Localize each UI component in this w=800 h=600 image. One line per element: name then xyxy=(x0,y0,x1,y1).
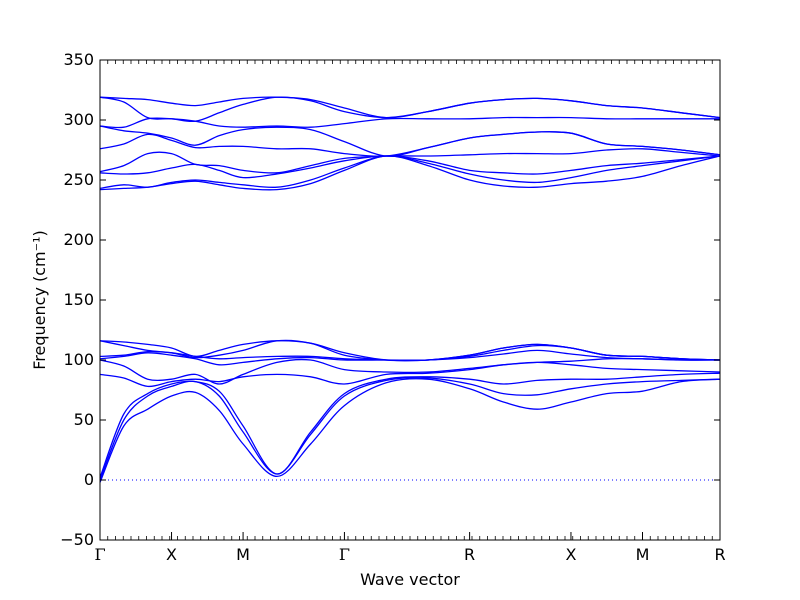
phonon-band-15 xyxy=(99,125,721,157)
y-tick-label: 150 xyxy=(63,290,94,309)
phonon-band-12 xyxy=(99,155,721,179)
phonon-band-9 xyxy=(99,340,721,362)
phonon-band-2 xyxy=(99,377,721,481)
x-tick-label: X xyxy=(565,545,576,564)
phonon-band-16 xyxy=(99,116,720,129)
phonon-band-1 xyxy=(99,378,721,483)
y-tick-label: 100 xyxy=(63,350,94,369)
y-tick-label: 200 xyxy=(63,230,94,249)
y-tick-label: 300 xyxy=(63,110,94,129)
phonon-band-17 xyxy=(99,96,721,123)
x-tick-label: M xyxy=(636,545,650,564)
y-tick-label: 250 xyxy=(63,170,94,189)
plot-area xyxy=(99,96,721,483)
x-tick-label: X xyxy=(166,545,177,564)
phonon-band-10 xyxy=(99,155,721,191)
y-tick-label: −50 xyxy=(60,530,94,549)
phonon-band-8 xyxy=(99,339,721,362)
x-tick-label: M xyxy=(236,545,250,564)
phonon-band-5 xyxy=(99,357,721,385)
plot-frame xyxy=(99,59,721,541)
y-axis: −50 0 50 100 150 200 250 300 350 xyxy=(60,50,720,549)
y-axis-label: Frequency (cm⁻¹) xyxy=(30,230,49,369)
phonon-band-13 xyxy=(99,148,721,174)
x-tick-label: Γ xyxy=(339,545,350,564)
x-axis-label: Wave vector xyxy=(360,570,460,589)
phonon-band-18 xyxy=(99,96,721,119)
x-tick-label: R xyxy=(464,545,475,564)
phonon-band-4 xyxy=(99,361,721,388)
phonon-band-3 xyxy=(99,372,721,478)
x-tick-label: Γ xyxy=(94,545,105,564)
y-tick-label: 50 xyxy=(74,410,94,429)
y-tick-label: 0 xyxy=(84,470,94,489)
y-tick-label: 350 xyxy=(63,50,94,69)
phonon-band-11 xyxy=(99,155,721,190)
x-tick-label: R xyxy=(714,545,725,564)
